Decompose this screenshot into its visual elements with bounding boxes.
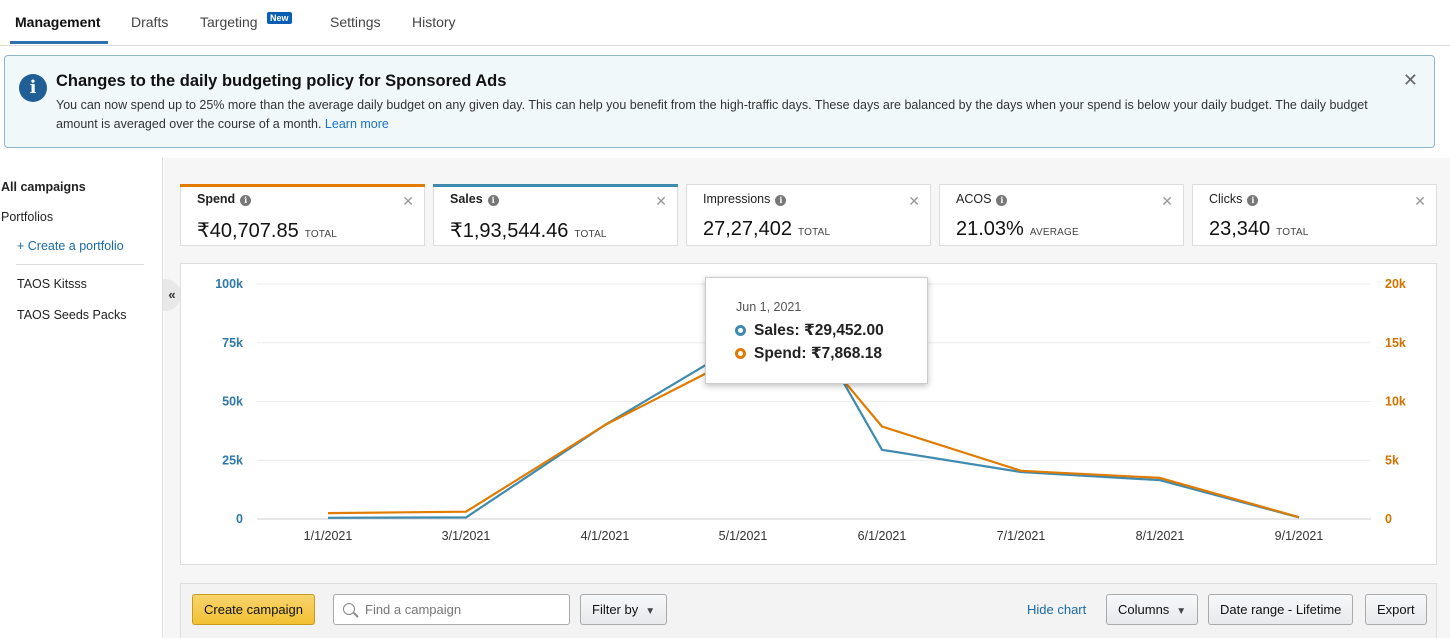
y-left-tick-label: 50k	[222, 395, 243, 409]
x-tick-label: 3/1/2021	[442, 529, 491, 543]
x-tick-label: 7/1/2021	[997, 529, 1046, 543]
metric-label: Spend i	[197, 192, 252, 206]
metric-card-clicks[interactable]: Clicks i ✕ 23,340 TOTAL	[1192, 184, 1437, 246]
chevron-down-icon: ▼	[1176, 606, 1187, 617]
sidebar-divider	[16, 264, 144, 265]
export-button[interactable]: Export	[1365, 594, 1427, 625]
tab-drafts[interactable]: Drafts	[131, 14, 169, 30]
y-right-tick-label: 15k	[1385, 336, 1406, 350]
create-campaign-button[interactable]: Create campaign	[192, 594, 315, 625]
metric-label: Impressions i	[703, 192, 787, 206]
columns-button[interactable]: Columns ▼	[1106, 594, 1199, 625]
active-tab-indicator	[10, 41, 108, 44]
sidebar-item-portfolio[interactable]: TAOS Seeds Packs	[17, 308, 127, 322]
metric-card-sales[interactable]: Sales i ✕ ₹1,93,544.46 TOTAL	[433, 184, 678, 246]
y-left-tick-label: 100k	[215, 277, 243, 291]
info-icon[interactable]: i	[1247, 195, 1259, 206]
metric-card-impressions[interactable]: Impressions i ✕ 27,27,402 TOTAL	[686, 184, 931, 246]
y-left-tick-label: 75k	[222, 336, 243, 350]
metric-color-bar	[433, 184, 678, 187]
y-left-tick-label: 0	[236, 512, 243, 526]
y-right-tick-label: 0	[1385, 512, 1392, 526]
alert-body: You can now spend up to 25% more than th…	[56, 96, 1396, 134]
collapse-sidebar-icon[interactable]: «	[163, 279, 181, 311]
learn-more-link[interactable]: Learn more	[324, 117, 389, 131]
close-icon[interactable]: ✕	[402, 193, 414, 209]
info-icon[interactable]: i	[487, 195, 499, 206]
close-icon[interactable]: ✕	[655, 193, 667, 209]
create-portfolio-link[interactable]: + Create a portfolio	[17, 239, 124, 253]
x-tick-label: 6/1/2021	[858, 529, 907, 543]
tab-management[interactable]: Management	[15, 14, 101, 30]
close-icon[interactable]: ✕	[1161, 193, 1173, 209]
metric-label: Clicks i	[1209, 192, 1259, 206]
search-box	[333, 594, 570, 625]
tab-bar: Management Drafts Targeting New Settings…	[0, 0, 1450, 46]
chart-tooltip: Jun 1, 2021 Sales: ₹29,452.00 Spend: ₹7,…	[705, 277, 928, 384]
y-right-tick-label: 20k	[1385, 277, 1406, 291]
search-icon	[343, 603, 355, 615]
sales-marker-icon	[735, 325, 746, 336]
info-icon: i	[19, 74, 47, 102]
metric-value: 27,27,402 TOTAL	[703, 218, 831, 240]
date-range-button[interactable]: Date range - Lifetime	[1208, 594, 1354, 625]
metric-value: ₹1,93,544.46 TOTAL	[450, 220, 607, 242]
y-right-tick-label: 5k	[1385, 453, 1399, 467]
metric-color-bar	[180, 184, 425, 187]
hide-chart-link[interactable]: Hide chart	[1027, 602, 1087, 617]
close-icon[interactable]: ✕	[908, 193, 920, 209]
x-tick-label: 8/1/2021	[1136, 529, 1185, 543]
x-tick-label: 4/1/2021	[581, 529, 630, 543]
tab-targeting[interactable]: Targeting	[200, 14, 258, 30]
metric-card-spend[interactable]: Spend i ✕ ₹40,707.85 TOTAL	[180, 184, 425, 246]
budget-policy-alert: i Changes to the daily budgeting policy …	[4, 55, 1435, 148]
close-icon[interactable]: ✕	[1414, 193, 1426, 209]
tab-settings[interactable]: Settings	[330, 14, 381, 30]
metric-label: Sales i	[450, 192, 499, 206]
x-tick-label: 9/1/2021	[1275, 529, 1324, 543]
sidebar: All campaigns Portfolios + Create a port…	[0, 158, 163, 638]
y-right-tick-label: 10k	[1385, 395, 1406, 409]
tooltip-date: Jun 1, 2021	[736, 300, 802, 314]
metric-card-acos[interactable]: ACOS i ✕ 21.03% AVERAGE	[939, 184, 1184, 246]
info-icon[interactable]: i	[996, 195, 1008, 206]
info-icon[interactable]: i	[775, 195, 787, 206]
metric-value: 21.03% AVERAGE	[956, 218, 1079, 240]
tooltip-spend-row: Spend: ₹7,868.18	[735, 344, 882, 363]
metric-label: ACOS i	[956, 192, 1008, 206]
metric-value: ₹40,707.85 TOTAL	[197, 220, 338, 242]
info-icon[interactable]: i	[240, 195, 252, 206]
new-badge: New	[267, 12, 292, 24]
tab-history[interactable]: History	[412, 14, 456, 30]
sidebar-item-portfolio[interactable]: TAOS Kitsss	[17, 277, 87, 291]
chevron-down-icon: ▼	[645, 606, 656, 617]
y-left-tick-label: 25k	[222, 453, 243, 467]
x-tick-label: 5/1/2021	[719, 529, 768, 543]
sidebar-item-portfolios[interactable]: Portfolios	[1, 210, 54, 224]
x-tick-label: 1/1/2021	[304, 529, 353, 543]
alert-title: Changes to the daily budgeting policy fo…	[56, 72, 507, 90]
spend-marker-icon	[735, 348, 746, 359]
metric-value: 23,340 TOTAL	[1209, 218, 1309, 240]
search-input[interactable]	[365, 595, 565, 624]
close-icon[interactable]: ✕	[1402, 70, 1418, 90]
sidebar-item-all-campaigns[interactable]: All campaigns	[1, 180, 86, 194]
tooltip-sales-row: Sales: ₹29,452.00	[735, 321, 884, 340]
alert-body-text: You can now spend up to 25% more than th…	[56, 98, 1368, 131]
filter-by-button[interactable]: Filter by ▼	[580, 594, 668, 625]
